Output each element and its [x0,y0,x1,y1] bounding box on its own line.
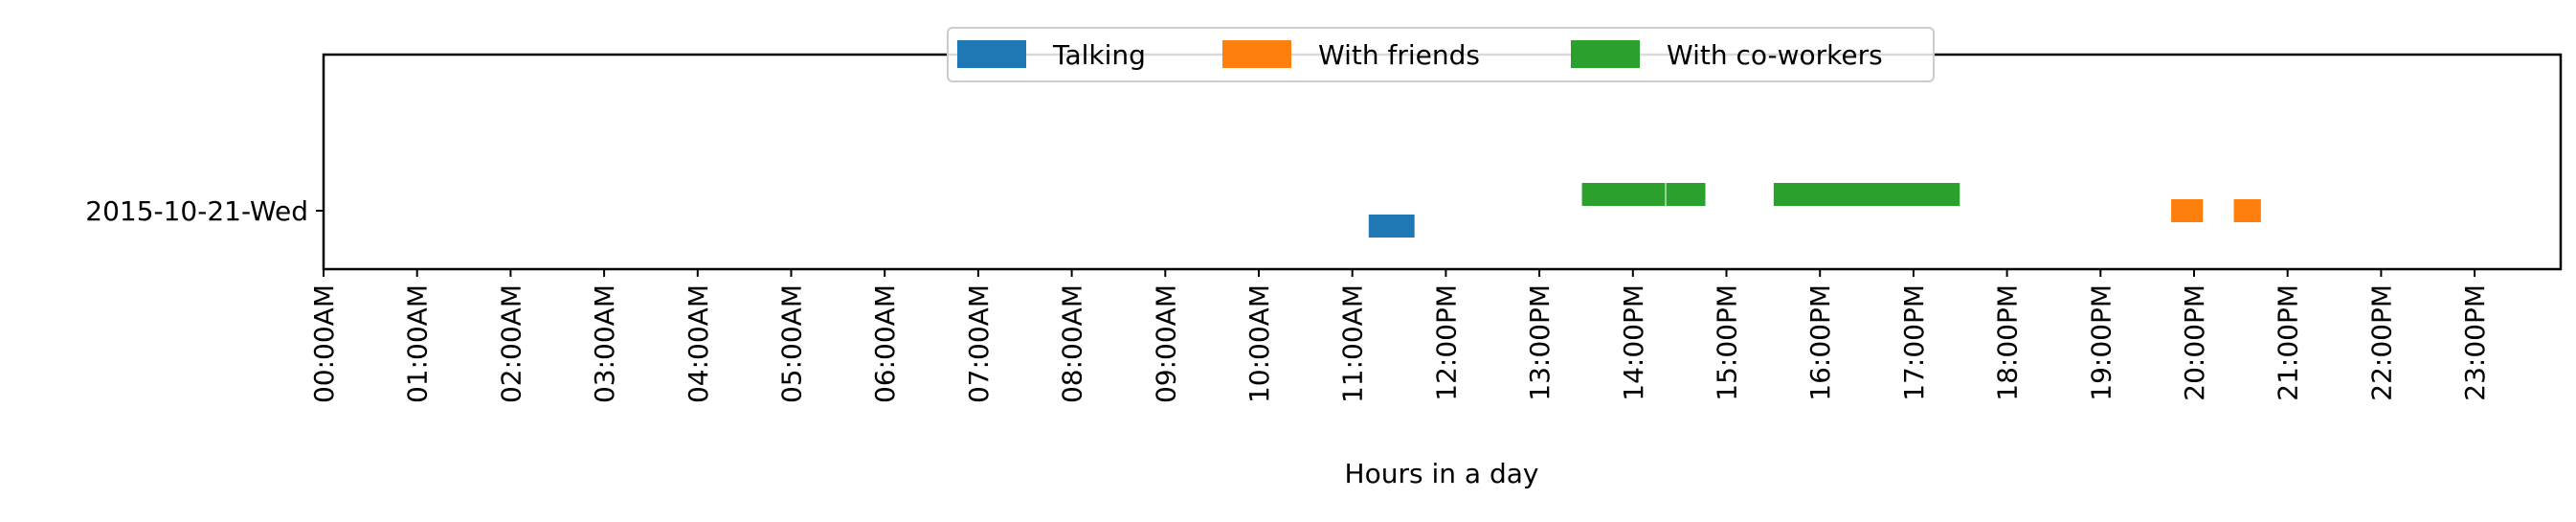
x-tick-label-16: 16:00PM [1804,284,1836,401]
x-tick-label-17: 17:00PM [1898,284,1930,401]
x-tick-label-15: 15:00PM [1712,284,1743,401]
bar-with-co-workers-1 [1665,182,1707,207]
x-tick-label-19: 19:00PM [2085,284,2117,401]
legend-label-with-co-workers[interactable]: With co-workers [1667,39,1883,71]
legend-swatch-with-co-workers [1571,40,1640,68]
marks-layer [1367,182,2262,238]
x-tick-label-10: 10:00AM [1243,284,1275,403]
legend-label-with-friends[interactable]: With friends [1318,39,1480,71]
x-tick-label-5: 05:00AM [776,284,808,403]
legend-swatch-with-friends [1222,40,1291,68]
x-tick-label-2: 02:00AM [495,284,526,403]
x-tick-label-18: 18:00PM [1992,284,2024,401]
x-tick-label-9: 09:00AM [1150,284,1181,403]
x-tick-label-14: 14:00PM [1618,284,1649,401]
x-tick-label-23: 23:00PM [2459,284,2491,401]
x-tick-label-8: 08:00AM [1057,284,1088,403]
x-tick-label-22: 22:00PM [2365,284,2397,401]
x-tick-label-7: 07:00AM [963,284,995,403]
x-tick-label-1: 01:00AM [402,284,434,403]
y-axis: 2015-10-21-Wed [85,195,324,227]
x-tick-label-12: 12:00PM [1430,284,1462,401]
x-tick-label-13: 13:00PM [1524,284,1556,401]
x-tick-label-3: 03:00AM [589,284,620,403]
legend[interactable]: Talking With friends With co-workers [947,27,1935,82]
x-axis: 00:00AM 01:00AM 02:00AM 03:00AM 04:00AM 05:00… [308,269,2491,403]
bar-with-co-workers-0 [1580,182,1667,207]
x-tick-label-0: 00:00AM [308,284,340,403]
bar-with-co-workers-2 [1772,182,1961,207]
y-tick-label-0: 2015-10-21-Wed [85,195,308,227]
plot-frame [322,53,2563,271]
x-tick-label-4: 04:00AM [683,284,714,403]
legend-swatch-talking [957,40,1026,68]
x-tick-label-20: 20:00PM [2179,284,2210,401]
bar-with-friends-0 [2170,198,2205,223]
bar-talking-0 [1367,214,1416,238]
legend-label-talking[interactable]: Talking [1052,39,1146,71]
legend-box [947,27,1935,82]
x-tick-label-11: 11:00AM [1337,284,1369,403]
x-tick-label-6: 06:00AM [869,284,901,403]
bar-with-friends-1 [2232,198,2262,223]
x-tick-label-21: 21:00PM [2273,284,2304,401]
x-axis-label: Hours in a day [1345,458,1539,489]
